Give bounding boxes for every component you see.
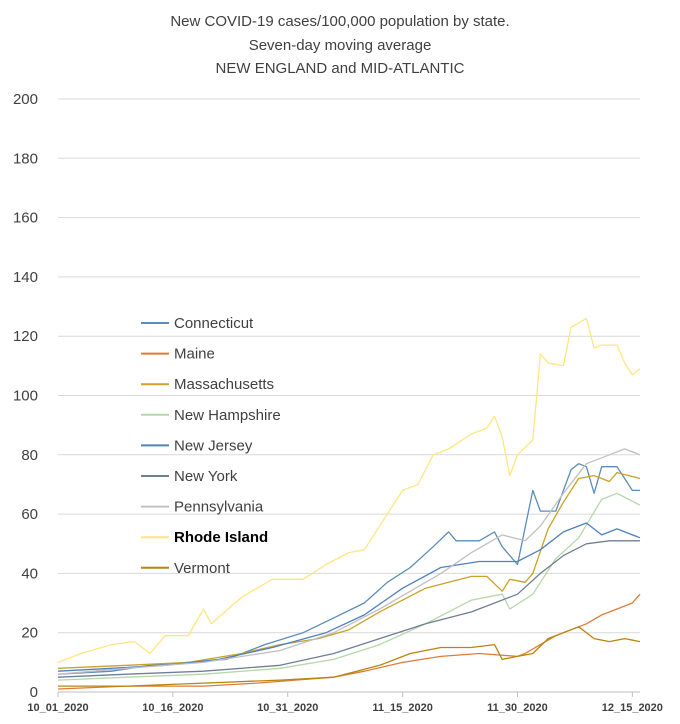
- legend-label-new-hampshire: New Hampshire: [174, 407, 281, 424]
- y-tick-label: 80: [21, 447, 38, 464]
- series-line-new-york: [57, 540, 640, 678]
- y-tick-label: 100: [13, 388, 38, 405]
- series-line-connecticut: [57, 463, 640, 675]
- y-tick-label: 200: [13, 91, 38, 108]
- x-tick-label: 10_01_2020: [27, 702, 88, 714]
- y-tick-label: 40: [21, 565, 38, 582]
- x-tick-label: 10_16_2020: [142, 702, 203, 714]
- series-line-massachusetts: [57, 471, 641, 669]
- legend-label-pennsylvania: Pennsylvania: [174, 499, 264, 516]
- series-line-pennsylvania: [57, 448, 641, 675]
- legend-label-connecticut: Connecticut: [174, 315, 254, 332]
- gridlines: [58, 98, 640, 634]
- legend-label-new-jersey: New Jersey: [174, 437, 253, 454]
- y-tick-label: 0: [30, 684, 38, 701]
- y-tick-label: 120: [13, 328, 38, 345]
- chart-title: New COVID-19 cases/100,000 population by…: [170, 13, 509, 77]
- y-tick-label: 60: [21, 506, 38, 523]
- x-tick-label: 11_15_2020: [372, 702, 433, 714]
- chart-title-line-2: Seven-day moving average: [249, 37, 432, 54]
- series-line-maine: [57, 593, 641, 690]
- y-axis: 0 20 40 60 80 100 120 140 160 180 200: [13, 91, 38, 701]
- series-line-new-hampshire: [57, 492, 641, 681]
- y-tick-label: 160: [13, 210, 38, 227]
- y-tick-label: 180: [13, 150, 38, 167]
- y-tick-label: 140: [13, 269, 38, 286]
- legend-label-rhode-island: Rhode Island: [174, 529, 268, 546]
- x-tick-label: 12_15_2020: [602, 702, 663, 714]
- x-tick-label: 10_31_2020: [257, 702, 318, 714]
- legend-label-maine: Maine: [174, 346, 215, 363]
- chart-title-line-1: New COVID-19 cases/100,000 population by…: [170, 13, 509, 30]
- series-line-vermont: [58, 626, 641, 687]
- series-line-rhode-island: [57, 317, 641, 664]
- legend-label-new-york: New York: [174, 468, 238, 485]
- x-tick-label: 11_30_2020: [487, 702, 548, 714]
- legend-label-massachusetts: Massachusetts: [174, 376, 274, 393]
- x-axis: 10_01_2020 10_16_2020 10_31_2020 11_15_2020…: [27, 691, 663, 714]
- series-lines: [57, 317, 641, 690]
- y-tick-label: 20: [21, 625, 38, 642]
- series-line-new-jersey: [57, 522, 641, 672]
- chart-title-line-3: NEW ENGLAND and MID-ATLANTIC: [216, 60, 465, 77]
- legend-label-vermont: Vermont: [174, 560, 231, 577]
- legend: Connecticut Maine Massachusetts New Hampshi…: [141, 315, 281, 577]
